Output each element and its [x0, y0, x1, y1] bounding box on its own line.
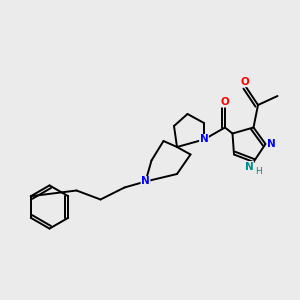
Text: N: N: [244, 161, 253, 172]
Text: H: H: [255, 167, 261, 176]
Text: N: N: [267, 139, 276, 149]
Text: O: O: [240, 76, 249, 87]
Text: N: N: [200, 134, 208, 145]
Text: N: N: [141, 176, 150, 187]
Text: O: O: [220, 97, 230, 107]
